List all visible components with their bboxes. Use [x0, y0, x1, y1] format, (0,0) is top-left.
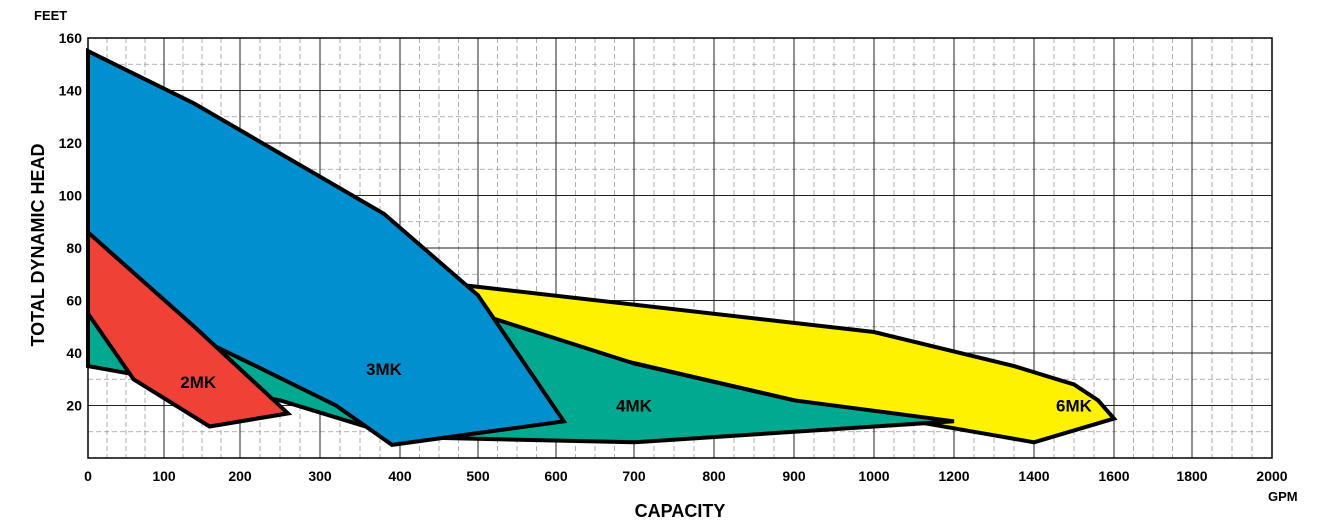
x-tick-label: 1800	[1176, 468, 1207, 484]
x-tick-label: 200	[228, 468, 252, 484]
y-tick-label: 40	[66, 345, 82, 361]
x-tick-label: 0	[84, 468, 92, 484]
x-tick-label: 700	[622, 468, 646, 484]
region-label-3mk: 3MK	[366, 360, 403, 379]
x-axis-title: CAPACITY	[635, 501, 726, 521]
y-unit-label: FEET	[34, 8, 67, 23]
x-tick-label: 800	[702, 468, 726, 484]
region-label-6mk: 6MK	[1056, 397, 1093, 416]
y-tick-label: 120	[59, 135, 83, 151]
x-tick-label: 400	[388, 468, 412, 484]
x-tick-label: 600	[544, 468, 568, 484]
x-tick-label: 100	[152, 468, 176, 484]
x-tick-label: 1400	[1018, 468, 1049, 484]
y-tick-label: 20	[66, 398, 82, 414]
region-label-2mk: 2MK	[180, 373, 217, 392]
y-tick-label: 100	[59, 188, 83, 204]
x-unit-label: GPM	[1268, 489, 1298, 504]
regions	[86, 47, 1118, 447]
x-tick-label: 900	[782, 468, 806, 484]
x-tick-label: 500	[466, 468, 490, 484]
x-tick-label: 1600	[1098, 468, 1129, 484]
x-tick-label: 1000	[858, 468, 889, 484]
y-tick-label: 60	[66, 293, 82, 309]
region-label-4mk: 4MK	[616, 397, 653, 416]
y-tick-label: 140	[59, 83, 83, 99]
y-tick-label: 80	[66, 240, 82, 256]
ticks: 0 100 200 300 400 500 600 700 800 900 1000 1200 1400…	[59, 30, 1288, 484]
x-tick-label: 2000	[1256, 468, 1287, 484]
y-axis-title: TOTAL DYNAMIC HEAD	[28, 143, 48, 346]
x-tick-label: 1200	[938, 468, 969, 484]
y-tick-label: 160	[59, 30, 83, 46]
region-labels: 6MK 4MK 3MK 2MK	[180, 360, 1092, 416]
plot-border	[87, 37, 1273, 459]
x-tick-label: 300	[308, 468, 332, 484]
